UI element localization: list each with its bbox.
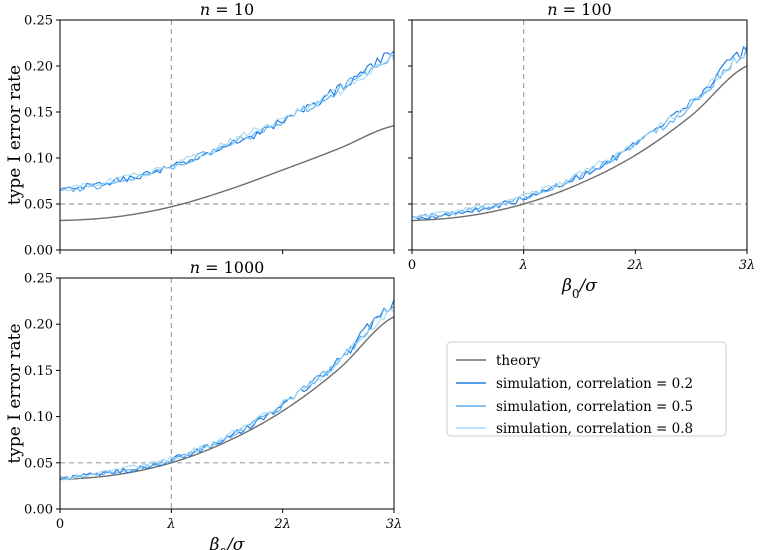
y-tick-label: 0.10 [24,410,53,425]
series-group [60,50,394,222]
axes-frame [411,19,748,251]
series-line-sim-0-2 [60,299,394,481]
legend-frame [446,341,727,437]
panel-n1000: 0.00 0.05 0.10 0.15 0.20 0.25 0 λ 2λ 3λ n = 1000 β0… [5,258,402,550]
y-tick-label: 0.20 [24,318,53,333]
series-group [60,299,394,481]
series-line-sim-0-8 [412,50,747,219]
x-tick-label: 0 [56,517,64,532]
y-axis-label: type I error rate [5,65,25,205]
x-axis-label: β0/σ [209,535,245,550]
axes-frame [59,19,395,251]
x-tick-label: 3λ [386,517,403,532]
series-line-theory [412,65,747,222]
series-line-theory [60,316,394,481]
series-group [412,45,747,222]
x-tick-label: 2λ [273,517,291,532]
axes-frame [59,277,395,510]
series-line-theory [60,125,394,222]
series-line-sim-0-8 [60,308,394,481]
y-tick-label: 0.05 [24,456,53,471]
y-tick-label: 0.10 [24,152,53,167]
x-tick-label: 2λ [626,258,644,273]
panel-n100: 0 λ 2λ 3λ n = 100 β0/σ [408,0,755,301]
legend: theory simulation, correlation = 0.2 sim… [446,341,727,437]
panels: 0.00 0.05 0.10 0.15 0.20 0.25 n = 10 type I err… [5,0,755,550]
y-tick-label: 0.15 [24,106,53,121]
legend-label-sim-0-8: simulation, correlation = 0.8 [496,421,693,437]
legend-label-sim-0-5: simulation, correlation = 0.5 [496,399,693,415]
series-line-sim-0-5 [60,305,394,481]
x-tick-label: 3λ [739,258,756,273]
series-line-sim-0-2 [412,46,747,220]
y-tick-label: 0.15 [24,364,53,379]
x-tick-label: λ [519,258,528,273]
series-line-sim-0-2 [60,50,394,190]
y-tick-label: 0.20 [24,60,53,75]
series-line-sim-0-5 [60,54,394,193]
legend-label-sim-0-2: simulation, correlation = 0.2 [496,376,693,392]
x-axis-label: β0/σ [561,276,597,301]
panel-n10: 0.00 0.05 0.10 0.15 0.20 0.25 n = 10 type I err… [5,0,395,259]
panel-title: n = 10 [200,0,254,19]
panel-title: n = 100 [547,0,611,19]
y-axis-label: type I error rate [5,323,25,463]
y-tick-label: 0.25 [24,14,53,29]
y-tick-label: 0.25 [24,272,53,287]
panel-title: n = 1000 [190,258,265,277]
x-tick-label: 0 [408,258,416,273]
y-tick-label: 0.00 [24,244,53,259]
x-tick-label: λ [166,517,175,532]
legend-label-theory: theory [496,353,541,369]
series-line-sim-0-5 [412,45,747,218]
y-tick-label: 0.00 [24,503,53,518]
y-tick-label: 0.05 [24,198,53,213]
series-line-sim-0-8 [60,53,394,192]
